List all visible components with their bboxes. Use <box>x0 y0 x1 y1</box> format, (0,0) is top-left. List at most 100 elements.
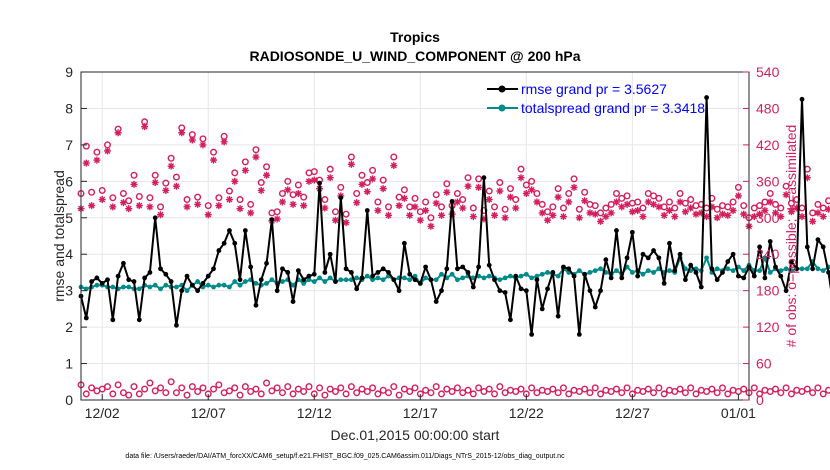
obs-assimilated-point <box>512 204 520 212</box>
obs-assimilated-point <box>549 211 557 219</box>
totalspread-point <box>539 271 545 277</box>
obs-assimilated-point <box>278 198 286 206</box>
y-tick-label: 7 <box>65 137 73 153</box>
totalspread-point <box>730 268 736 274</box>
rmse-point <box>656 255 662 261</box>
obs-possible-point <box>581 188 589 196</box>
rmse-point <box>534 277 540 283</box>
totalspread-point <box>306 277 312 283</box>
obs-assimilated-point <box>660 211 668 219</box>
left-axis-ticks: 0 1 2 3 4 5 6 7 8 9 <box>65 64 87 408</box>
obs-assimilated-point <box>570 183 578 191</box>
obs-possible-point <box>528 177 536 185</box>
obs-possible-point <box>559 204 567 212</box>
rmse-point <box>502 290 508 295</box>
obs-assimilated-point <box>438 211 446 219</box>
y-right-tick-label: 120 <box>756 319 780 335</box>
totalspread-point <box>529 275 535 281</box>
obs-possible-point <box>660 390 668 398</box>
totalspread-point <box>242 279 248 284</box>
totalspread-point <box>645 268 651 274</box>
rmse-point <box>640 251 646 257</box>
obs-assimilated-point <box>756 210 764 218</box>
obs-possible-point <box>183 196 191 204</box>
obs-possible-point <box>623 384 631 392</box>
y-axis-label: rmse and totalspread <box>51 170 67 302</box>
obs-possible-point <box>289 390 297 398</box>
obs-assimilated-point <box>612 198 620 206</box>
totalspread-point <box>592 268 598 274</box>
obs-assimilated-point <box>496 187 504 195</box>
obs-possible-point <box>141 385 149 393</box>
obs-assimilated-point <box>114 129 122 137</box>
rmse-point <box>608 275 614 281</box>
rmse-point <box>401 240 407 246</box>
legend-rmse-marker <box>498 85 506 93</box>
y-tick-label: 0 <box>65 392 73 408</box>
y-right-tick-label: 300 <box>756 210 780 226</box>
obs-possible-point <box>825 197 830 205</box>
obs-possible-point <box>241 383 249 391</box>
obs-possible-point <box>379 176 387 184</box>
totalspread-point <box>497 277 503 283</box>
obs-assimilated-point <box>109 203 117 211</box>
x-tick-label: 12/17 <box>403 405 438 421</box>
rmse-point <box>195 288 201 294</box>
obs-possible-point <box>734 183 742 191</box>
rmse-point <box>465 270 471 275</box>
obs-possible-point <box>215 194 223 202</box>
totalspread-point <box>354 275 360 281</box>
obs-assimilated-point <box>459 204 467 212</box>
obs-possible-point <box>501 205 509 213</box>
totalspread-point <box>508 273 513 279</box>
totalspread-point <box>322 279 328 284</box>
obs-assimilated-point <box>782 191 790 199</box>
y-right-tick-label: 420 <box>756 137 780 153</box>
totalspread-point <box>216 282 222 288</box>
totalspread-point <box>227 284 232 290</box>
obs-possible-point <box>82 390 90 398</box>
totalspread-point <box>343 277 349 283</box>
obs-possible-point <box>772 385 780 393</box>
obs-possible-point <box>347 383 355 391</box>
rmse-point <box>826 270 830 275</box>
obs-possible-point <box>178 384 186 392</box>
obs-possible-point <box>517 165 525 173</box>
rmse-point <box>470 284 476 290</box>
obs-possible-point <box>750 384 758 392</box>
obs-possible-point <box>809 389 817 397</box>
obs-assimilated-point <box>718 210 726 218</box>
obs-possible-point <box>814 384 822 392</box>
rmse-point <box>333 279 338 284</box>
obs-assimilated-point <box>400 194 408 202</box>
obs-possible-point <box>331 208 339 216</box>
rmse-point <box>131 279 137 284</box>
obs-possible-point <box>135 193 143 201</box>
obs-assimilated-point <box>353 199 361 207</box>
obs-assimilated-point <box>305 177 313 185</box>
obs-assimilated-point <box>676 198 684 206</box>
obs-assimilated-point <box>199 141 207 149</box>
rmse-point <box>672 268 678 274</box>
obs-possible-point <box>665 198 673 206</box>
x-axis-label: Dec.01,2015 00:00:00 start <box>331 427 500 443</box>
rmse-point <box>417 280 423 286</box>
obs-possible-point <box>374 198 382 206</box>
rmse-point <box>614 228 619 233</box>
obs-possible-point <box>109 194 117 202</box>
totalspread-point <box>152 282 158 288</box>
obs-possible-point <box>496 383 504 391</box>
totalspread-point <box>523 271 529 277</box>
obs-possible-point <box>188 383 196 391</box>
obs-possible-point <box>623 192 631 200</box>
obs-assimilated-point <box>724 211 732 219</box>
obs-possible-point <box>363 387 371 395</box>
totalspread-point <box>757 268 763 274</box>
obs-assimilated-point <box>522 189 530 197</box>
rmse-point <box>555 313 561 319</box>
rmse-point <box>237 277 243 283</box>
rmse-point <box>179 288 185 294</box>
obs-possible-point <box>766 189 774 197</box>
obs-possible-point <box>650 389 658 397</box>
obs-possible-point <box>591 384 599 392</box>
